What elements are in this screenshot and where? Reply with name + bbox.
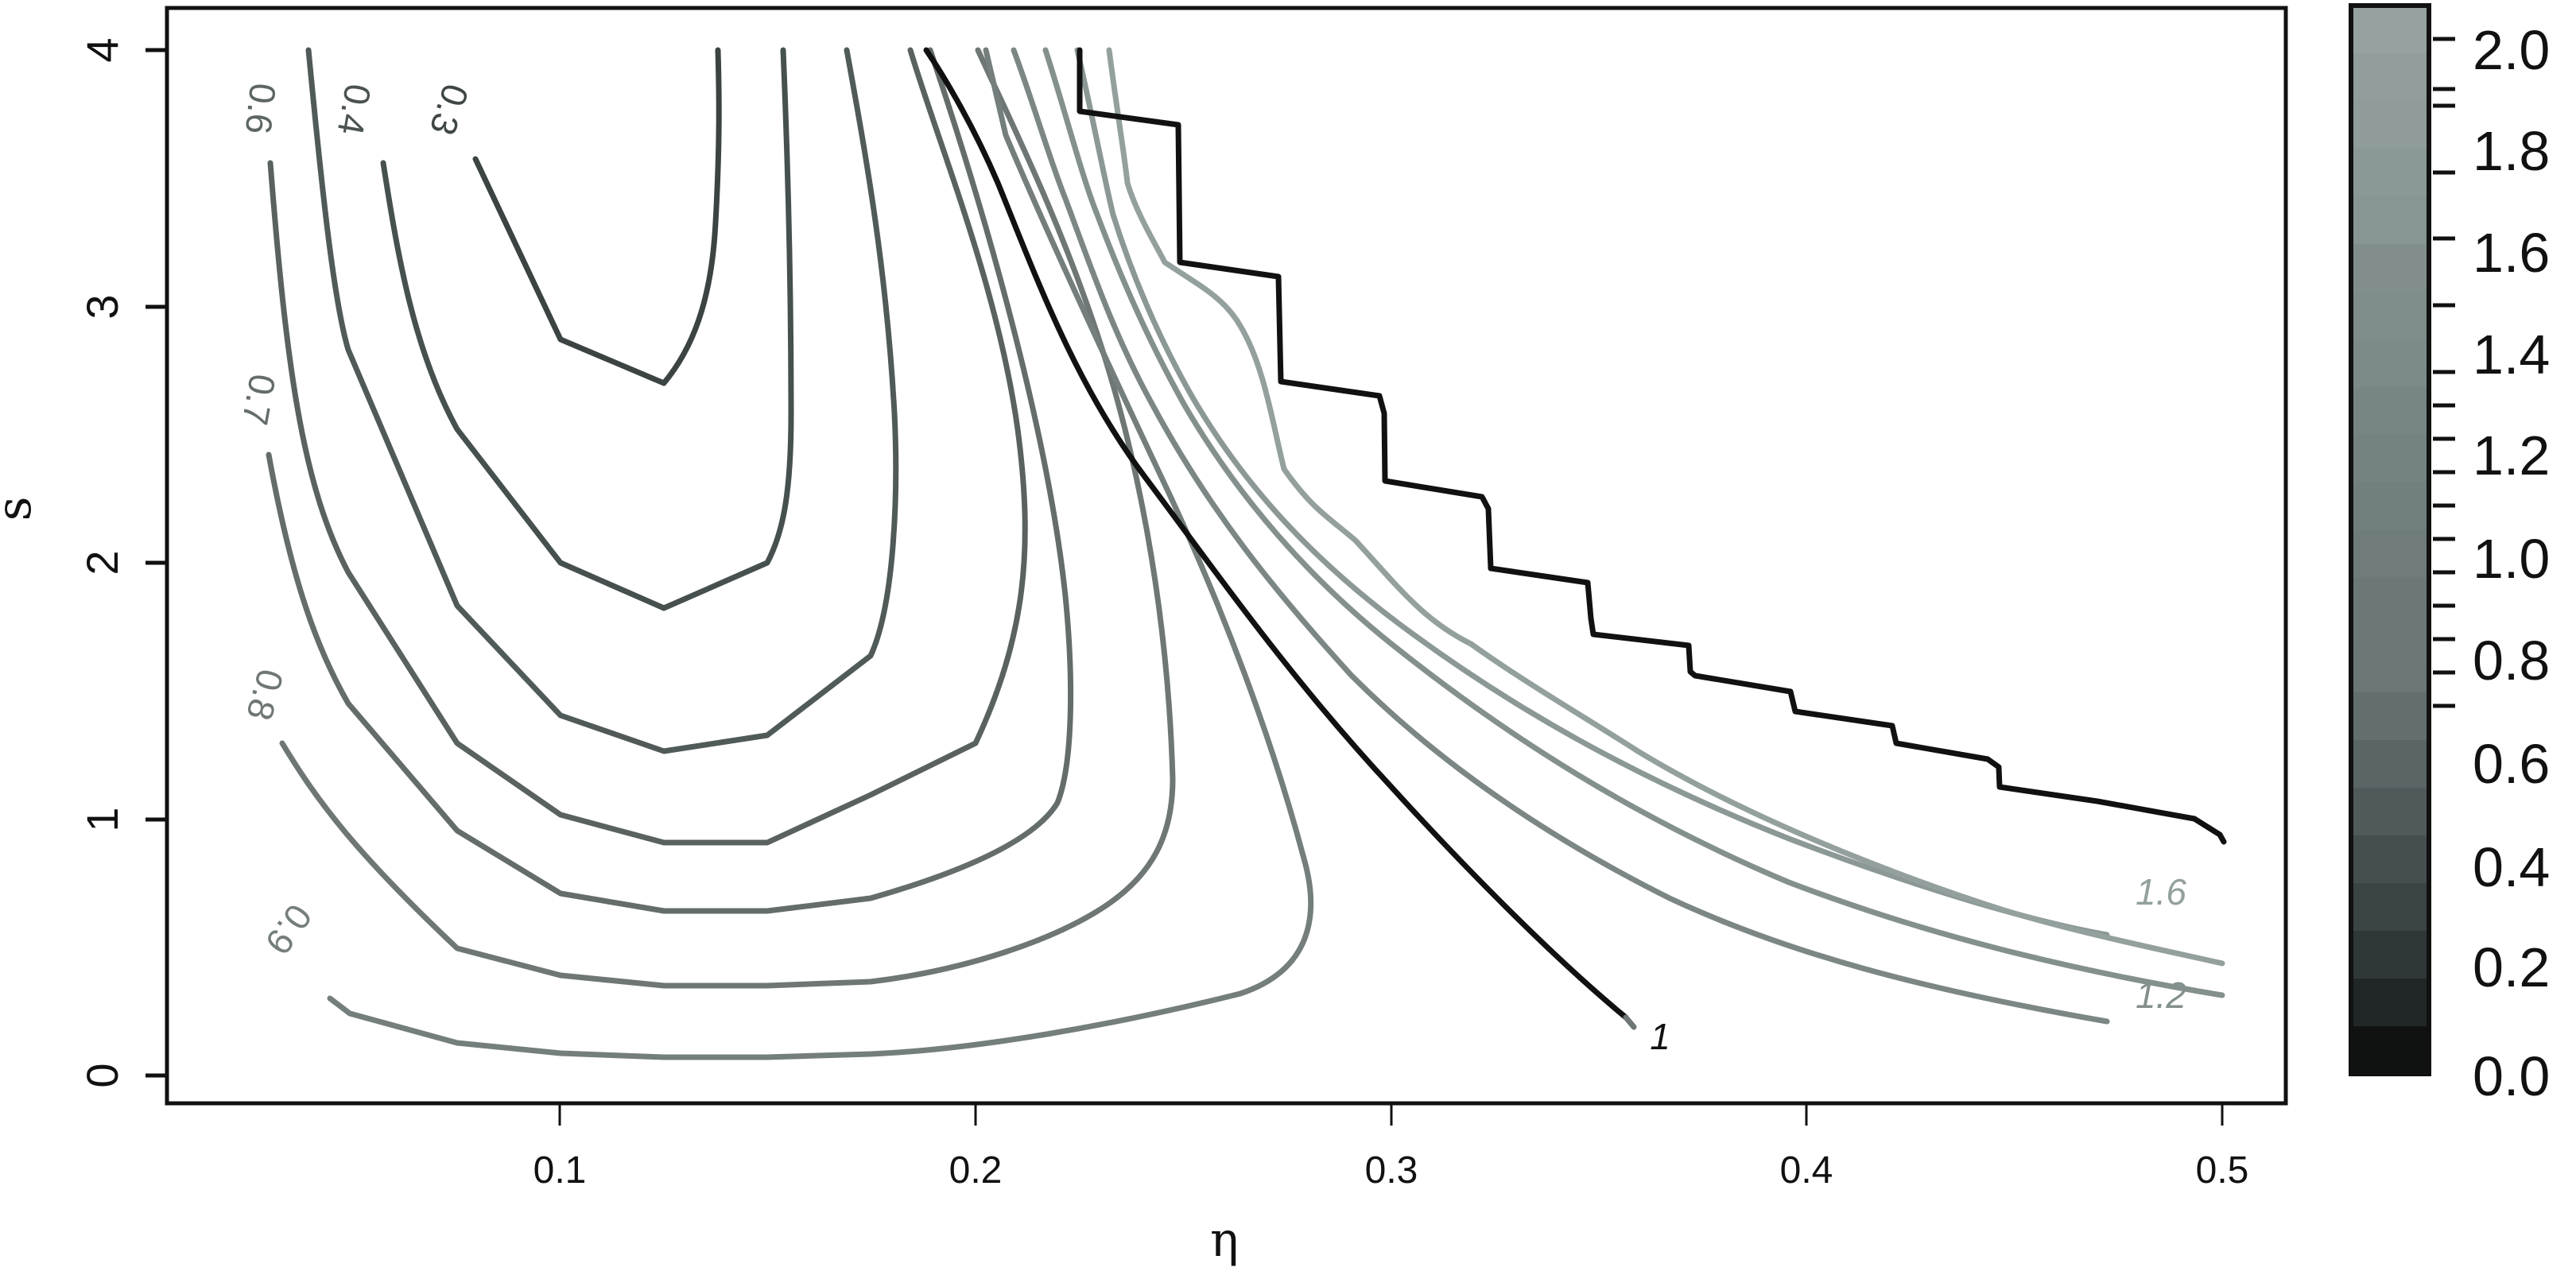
colorbar-band-0.1 <box>2351 979 2429 1026</box>
y-tick-label: 2 <box>77 550 127 575</box>
cb-label: 2.0 <box>2473 19 2550 81</box>
contour-label-0.6: 0.6 <box>238 81 284 136</box>
contour-1.0-tail <box>1623 1014 1637 1030</box>
x-tick-label: 0.1 <box>533 1149 587 1192</box>
contour-label-0.7: 0.7 <box>235 371 284 428</box>
contour-0.8 <box>279 47 1176 989</box>
contour-0.6 <box>267 47 1028 846</box>
x-tick-label: 0.5 <box>2196 1149 2249 1192</box>
x-axis: 0.1 0.2 0.3 0.4 0.5 η <box>533 1103 2249 1268</box>
colorbar-band-2.05 <box>2351 101 2429 149</box>
contour-lines <box>266 47 2227 1060</box>
colorbar-band-1.25 <box>2351 578 2429 645</box>
colorbar <box>2349 3 2455 1076</box>
colorbar-band-2.0 <box>2351 149 2429 196</box>
colorbar-tick-labels: 0.0 0.2 0.4 0.6 0.8 1.0 1.2 1.4 1.6 1.8 … <box>2473 19 2550 1107</box>
contour-label-1: 1 <box>1650 1016 1670 1057</box>
colorbar-band-0.0 <box>2351 1026 2429 1074</box>
colorbar-band-2.15 <box>2351 6 2429 53</box>
colorbar-band-1.1 <box>2351 740 2429 788</box>
colorbar-band-1.3 <box>2351 645 2429 692</box>
contour-0.5 <box>305 47 899 754</box>
contour-label-1.6: 1.6 <box>2136 871 2186 913</box>
y-tick-label: 3 <box>77 294 127 319</box>
contour-labels: 0.6 0.4 0.3 0.7 0.8 0.9 1 1.2 1.6 <box>235 79 2187 1057</box>
cb-label: 1.2 <box>2473 424 2550 486</box>
contour-0.4 <box>380 47 794 611</box>
colorbar-band-1.95 <box>2351 196 2429 244</box>
y-tick-label: 4 <box>77 37 127 62</box>
colorbar-frame <box>2349 3 2431 1076</box>
y-tick-label: 0 <box>77 1063 127 1087</box>
contour-1.0 <box>923 47 1629 1021</box>
y-axis: 0 1 2 3 4 s <box>0 37 167 1088</box>
cb-label: 1.6 <box>2473 222 2550 284</box>
colorbar-band-1.75 <box>2351 292 2429 339</box>
contour-1.4 <box>1074 47 2110 938</box>
colorbar-band-1.9 <box>2351 244 2429 292</box>
x-tick-label: 0.4 <box>1780 1149 1833 1192</box>
plot-area-frame <box>165 6 2288 1106</box>
cb-label: 0.2 <box>2473 936 2550 998</box>
cb-label: 0.8 <box>2473 630 2550 692</box>
y-axis-title: s <box>0 497 42 521</box>
colorbar-band-0.3 <box>2351 931 2429 979</box>
contour-2.0 <box>1077 47 2227 845</box>
colorbar-band-1.55 <box>2351 387 2429 435</box>
cb-label: 0.6 <box>2473 733 2550 795</box>
colorbar-band-1.2 <box>2351 692 2429 740</box>
colorbar-band-1.35 <box>2351 530 2429 578</box>
colorbar-band-1.45 <box>2351 435 2429 482</box>
colorbar-band-0.7 <box>2351 835 2429 883</box>
cb-label: 1.4 <box>2473 324 2550 386</box>
colorbar-band-0.5 <box>2351 883 2429 931</box>
contour-0.3 <box>472 47 722 386</box>
contour-1.6 <box>1106 47 2225 967</box>
colorbar-band-2.1 <box>2351 53 2429 101</box>
contour-label-0.4: 0.4 <box>330 81 379 138</box>
colorbar-band-1.5 <box>2351 482 2429 530</box>
contour-1.2 <box>1042 47 2225 998</box>
cb-label: 1.0 <box>2473 528 2550 590</box>
cb-label: 0.4 <box>2473 836 2550 898</box>
x-tick-label: 0.2 <box>949 1149 1003 1192</box>
colorbar-band-1.65 <box>2351 339 2429 387</box>
cb-label: 0.0 <box>2473 1045 2550 1107</box>
contour-0.7 <box>266 47 1074 914</box>
x-axis-title: η <box>1210 1212 1239 1268</box>
y-tick-label: 1 <box>77 807 127 831</box>
colorbar-band-0.9 <box>2351 788 2429 835</box>
contour-label-1.2: 1.2 <box>2136 975 2186 1016</box>
x-tick-label: 0.3 <box>1365 1149 1418 1192</box>
contour-0.9 <box>327 47 1314 1060</box>
cb-label: 1.8 <box>2473 120 2550 182</box>
contour-1.1 <box>1011 47 2110 1025</box>
